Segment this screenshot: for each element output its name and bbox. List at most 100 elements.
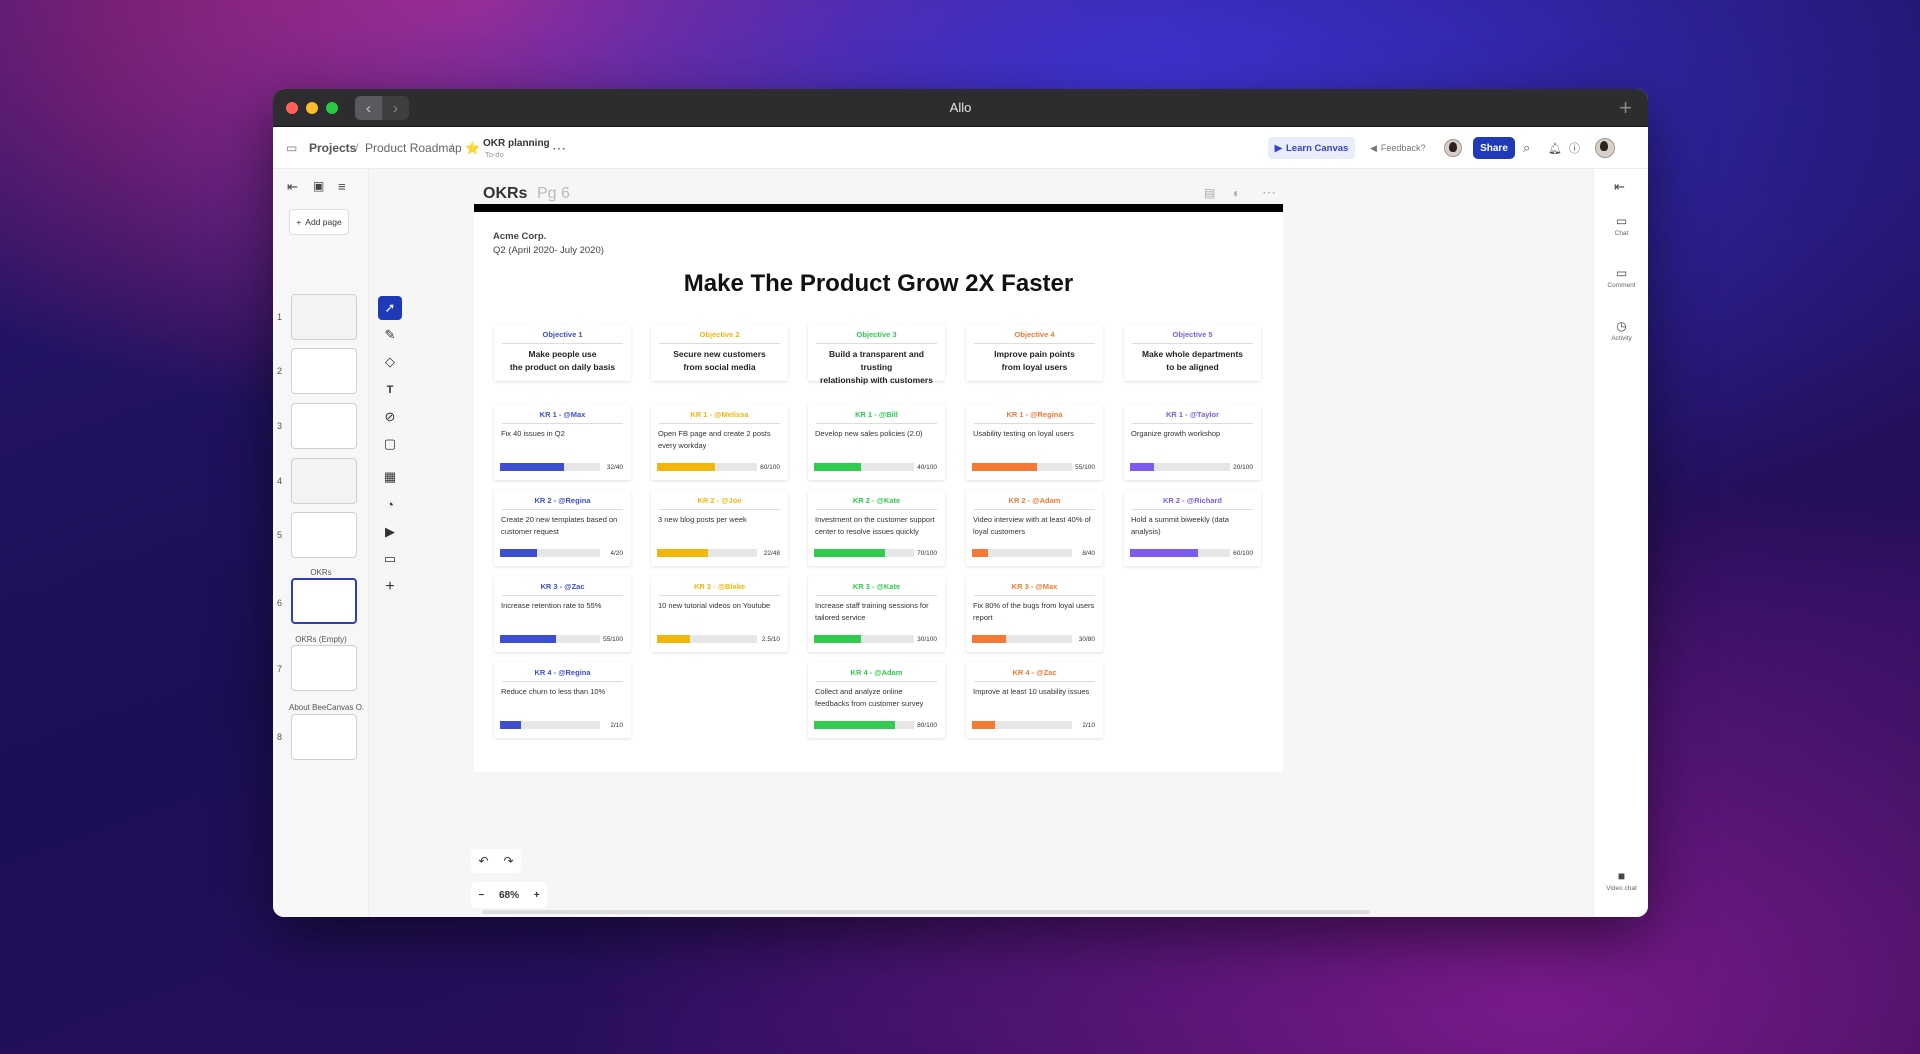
key-result-card[interactable]: KR 3 - @Blake 10 new tutorial videos on Y… [651, 576, 788, 652]
doc-title[interactable]: OKR planning [483, 137, 550, 149]
zoom-level[interactable]: 68% [498, 889, 519, 901]
key-result-text: Increase staff training sessions for tai… [815, 601, 929, 622]
zoom-in-icon[interactable]: + [533, 889, 540, 901]
page-thumbnail-7[interactable] [291, 645, 357, 691]
key-result-card[interactable]: KR 4 - @Adam Collect and analyze online f… [808, 662, 945, 738]
collaborator-avatar[interactable] [1444, 139, 1462, 157]
objective-card[interactable]: Objective 5 Make whole departments to be a… [1124, 324, 1261, 381]
page-thumbnail-8[interactable] [291, 714, 357, 760]
sidebar-toggle-icon[interactable]: ▭ [286, 141, 298, 155]
key-result-card[interactable]: KR 1 - @Melissa Open FB page and create 2… [651, 404, 788, 480]
key-result-heading: KR 4 - @Zac [974, 668, 1095, 682]
text-tool-icon[interactable]: T [386, 384, 394, 396]
key-result-card[interactable]: KR 2 - @Joe 3 new blog posts per week 22/4… [651, 490, 788, 566]
comment-label: Comment [1607, 282, 1636, 289]
bell-icon[interactable]: 🔔︎ [1548, 142, 1562, 155]
page-number: 6 [277, 598, 283, 608]
paint-icon[interactable]: ◐ [1233, 186, 1241, 200]
key-result-card[interactable]: KR 4 - @Regina Reduce churn to less than … [494, 662, 631, 738]
feedback-button[interactable]: ◀ Feedback? [1370, 127, 1425, 169]
progress-bar [814, 549, 914, 557]
horizontal-scrollbar[interactable] [482, 910, 1370, 914]
okr-page[interactable]: Acme Corp. Q2 (April 2020- July 2020) Ma… [474, 204, 1283, 772]
outline-icon[interactable]: ≡ [338, 179, 346, 194]
zoom-window-button[interactable] [326, 102, 338, 114]
progress-fill [657, 463, 715, 471]
page-thumbnail-1[interactable] [291, 294, 357, 340]
page-more-icon[interactable]: ⋯ [1262, 184, 1276, 200]
plus-icon: + [296, 217, 302, 227]
page-thumbnail-2[interactable] [291, 348, 357, 394]
new-tab-icon[interactable]: + [1619, 95, 1632, 120]
search-icon[interactable]: ⌕ [1523, 140, 1531, 155]
doc-status[interactable]: To-do [485, 149, 504, 159]
close-window-button[interactable] [286, 102, 298, 114]
more-icon[interactable]: ⋯ [552, 139, 566, 156]
canvas-area[interactable]: OKRs Pg 6 ▤ ◐ ⋯ Acme Corp. Q2 (April 202… [369, 169, 1593, 917]
key-result-card[interactable]: KR 1 - @Regina Usability testing on loyal… [966, 404, 1103, 480]
learn-canvas-button[interactable]: ▶ Learn Canvas [1268, 137, 1355, 159]
comment-icon: ▭ [1615, 266, 1628, 280]
breadcrumb-product-roadmap[interactable]: Product Roadmap [365, 141, 462, 155]
objective-card[interactable]: Objective 2 Secure new customers from soci… [651, 324, 788, 381]
present-icon[interactable]: ▣ [313, 179, 325, 193]
chat-icon: ▭ [1615, 214, 1628, 228]
key-result-card[interactable]: KR 1 - @Taylor Organize growth workshop 20… [1124, 404, 1261, 480]
key-result-card[interactable]: KR 2 - @Richard Hold a summit biweekly (d… [1124, 490, 1261, 566]
sticky-note-tool-icon[interactable]: ▢ [383, 436, 397, 451]
key-result-text: Improve at least 10 usability issues [973, 687, 1090, 696]
forward-icon[interactable]: › [382, 96, 409, 120]
key-result-card[interactable]: KR 3 - @Kate Increase staff training sess… [808, 576, 945, 652]
breadcrumb-projects[interactable]: Projects [309, 141, 357, 155]
back-icon[interactable]: ‹ [355, 96, 382, 120]
zoom-out-icon[interactable]: − [478, 889, 485, 901]
undo-icon[interactable]: ↶ [478, 854, 489, 868]
share-button[interactable]: Share [1473, 137, 1515, 159]
key-result-card[interactable]: KR 1 - @Bill Develop new sales policies (… [808, 404, 945, 480]
user-avatar[interactable] [1595, 138, 1615, 158]
page-number: 8 [277, 732, 283, 742]
redo-icon[interactable]: ↷ [503, 854, 514, 868]
objective-card[interactable]: Objective 1 Make people use the product on… [494, 324, 631, 381]
comment-tool-icon[interactable]: ▭ [383, 551, 397, 566]
more-tools-icon[interactable]: + [385, 578, 395, 595]
minimize-window-button[interactable] [306, 102, 318, 114]
objective-card[interactable]: Objective 3 Build a transparent and trust… [808, 324, 945, 385]
pen-tool-icon[interactable]: ✎ [384, 327, 396, 342]
progress-value: 55/100 [1075, 464, 1095, 471]
expand-panel-icon[interactable]: ⇤ [1614, 179, 1625, 194]
shape-tool-icon[interactable]: ◇ [385, 354, 395, 369]
activity-button[interactable]: ◷ Activity [1594, 319, 1648, 342]
doc-emoji-icon: ⭐ [465, 141, 480, 155]
table-tool-icon[interactable]: ▦ [383, 469, 397, 484]
comment-button[interactable]: ▭ Comment [1594, 266, 1648, 289]
tool-bar: ➚ ✎ ◇ T ⊘ ▢ ▦ ◔ ▶ ▭ + [373, 169, 405, 917]
key-result-card[interactable]: KR 2 - @Adam Video interview with at leas… [966, 490, 1103, 566]
key-result-card[interactable]: KR 4 - @Zac Improve at least 10 usability… [966, 662, 1103, 738]
key-result-card[interactable]: KR 1 - @Max Fix 40 issues in Q2 32/40 [494, 404, 631, 480]
key-result-card[interactable]: KR 3 - @Max Fix 80% of the bugs from loya… [966, 576, 1103, 652]
attachment-tool-icon[interactable]: ⊘ [384, 409, 396, 424]
add-page-button[interactable]: + Add page [289, 209, 349, 235]
template-icon[interactable]: ▤ [1204, 186, 1216, 200]
video-chat-button[interactable]: ■ Video chat [1594, 869, 1648, 892]
key-result-card[interactable]: KR 2 - @Regina Create 20 new templates ba… [494, 490, 631, 566]
key-result-card[interactable]: KR 3 - @Zac Increase retention rate to 55… [494, 576, 631, 652]
zoom-controls: − 68% + [471, 882, 547, 908]
video-tool-icon[interactable]: ▶ [385, 524, 395, 539]
page-number: 7 [277, 664, 283, 674]
page-thumbnail-3[interactable] [291, 403, 357, 449]
page-thumbnail-4[interactable] [291, 458, 357, 504]
page-title: Make The Product Grow 2X Faster [683, 270, 1074, 297]
chat-button[interactable]: ▭ Chat [1594, 214, 1648, 237]
page-thumbnail-5[interactable] [291, 512, 357, 558]
page-name: OKRs [483, 185, 528, 202]
key-result-card[interactable]: KR 2 - @Kate Investment on the customer s… [808, 490, 945, 566]
progress-value: 8/40 [1082, 550, 1095, 557]
help-icon[interactable]: ⓘ [1569, 143, 1580, 155]
objective-card[interactable]: Objective 4 Improve pain points from loyal… [966, 324, 1103, 381]
page-thumbnail-6[interactable] [291, 578, 357, 624]
select-tool-icon[interactable]: ➚ [378, 296, 402, 320]
collapse-panel-icon[interactable]: ⇤ [287, 179, 298, 194]
sticker-tool-icon[interactable]: ◔ [386, 496, 394, 512]
